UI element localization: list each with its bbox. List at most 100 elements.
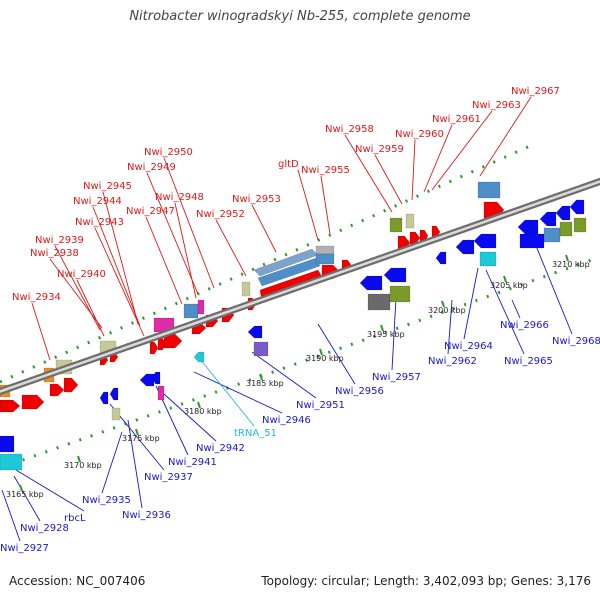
tick-tracks bbox=[0, 144, 600, 470]
leader-line-forward bbox=[423, 124, 453, 193]
scale-tick-mark bbox=[197, 401, 201, 409]
leader-line-forward bbox=[344, 134, 393, 213]
gene-label-reverse[interactable]: Nwi_2951 bbox=[296, 400, 345, 411]
gene-label-forward[interactable]: Nwi_2967 bbox=[511, 86, 560, 97]
gene-feature bbox=[543, 227, 561, 243]
gene-label-forward[interactable]: Nwi_2949 bbox=[127, 162, 176, 173]
gene-label-forward[interactable]: Nwi_2947 bbox=[126, 206, 175, 217]
gene-label-forward[interactable]: Nwi_2948 bbox=[155, 192, 204, 203]
gene-feature bbox=[389, 217, 403, 233]
gene-label-reverse[interactable]: Nwi_2965 bbox=[504, 356, 553, 367]
gene-label-forward[interactable]: Nwi_2934 bbox=[12, 292, 61, 303]
gene-label-reverse[interactable]: Nwi_2941 bbox=[168, 457, 217, 468]
gene-label-forward[interactable]: Nwi_2955 bbox=[301, 165, 350, 176]
scale-tick-mark bbox=[259, 373, 263, 381]
gene-label-forward[interactable]: Nwi_2938 bbox=[30, 248, 79, 259]
genome-backbone bbox=[0, 177, 600, 396]
gene-arrow bbox=[455, 239, 475, 255]
gene-label-reverse[interactable]: Nwi_2937 bbox=[144, 472, 193, 483]
gene-feature bbox=[519, 233, 545, 249]
gene-label-reverse[interactable]: Nwi_2964 bbox=[444, 341, 493, 352]
gene-label-forward[interactable]: Nwi_2944 bbox=[73, 196, 122, 207]
gene-feature bbox=[183, 303, 199, 319]
gene-label-reverse[interactable]: Nwi_2957 bbox=[372, 372, 421, 383]
leader-line-reverse bbox=[163, 393, 217, 442]
gene-label-reverse[interactable]: Nwi_2968 bbox=[552, 336, 600, 347]
map-title: Nitrobacter winogradskyi Nb-255, complet… bbox=[129, 9, 471, 24]
scale-tick-label: 3170 kbp bbox=[64, 461, 102, 470]
gene-label-forward[interactable]: Nwi_2939 bbox=[35, 235, 84, 246]
gene-arrow bbox=[473, 233, 497, 249]
gene-feature bbox=[315, 253, 335, 265]
scale-tick-label: 3200 kbp bbox=[428, 306, 466, 315]
gene-feature bbox=[253, 341, 269, 357]
gene-label-forward[interactable]: Nwi_2958 bbox=[325, 124, 374, 135]
scale-tick-label: 3195 kbp bbox=[367, 330, 405, 339]
gene-label-reverse[interactable]: Nwi_2928 bbox=[20, 523, 69, 534]
gene-label-forward[interactable]: Nwi_2945 bbox=[83, 181, 132, 192]
leader-line-forward bbox=[102, 191, 139, 325]
gene-label-reverse[interactable]: Nwi_2946 bbox=[262, 415, 311, 426]
gene-arrow bbox=[383, 267, 407, 283]
scale-tick-mark bbox=[503, 275, 507, 283]
gene-feature bbox=[0, 453, 23, 471]
scale-tick-label: 3205 kbp bbox=[490, 281, 528, 290]
leader-line-reverse bbox=[15, 469, 85, 512]
gene-label-forward[interactable]: Nwi_2953 bbox=[232, 194, 281, 205]
gene-feature bbox=[111, 407, 121, 421]
gene-feature bbox=[389, 285, 411, 303]
leader-line-forward bbox=[163, 157, 215, 289]
leader-line-forward bbox=[320, 175, 331, 235]
gene-feature bbox=[367, 293, 391, 311]
gene-label-reverse[interactable]: Nwi_2936 bbox=[122, 510, 171, 521]
gene-label-forward[interactable]: Nwi_2943 bbox=[75, 217, 124, 228]
gene-feature bbox=[479, 251, 497, 267]
gene-arrow bbox=[517, 219, 539, 235]
leader-line-trna bbox=[195, 353, 255, 427]
gene-feature-long bbox=[257, 257, 321, 287]
backbone-highlight bbox=[0, 180, 600, 393]
gene-label-trna[interactable]: tRNA_51 bbox=[234, 428, 277, 439]
leader-line-reverse bbox=[1, 489, 21, 542]
leader-line-reverse bbox=[127, 419, 143, 509]
gene-label-forward[interactable]: Nwi_2952 bbox=[196, 209, 245, 220]
gene-feature bbox=[315, 245, 335, 255]
gene-label-reverse[interactable]: Nwi_2942 bbox=[196, 443, 245, 454]
gene-label-forward[interactable]: Nwi_2960 bbox=[395, 129, 444, 140]
scale-tick-mark bbox=[441, 300, 445, 308]
leader-line-forward bbox=[54, 245, 101, 331]
gene-labels: Nwi_2934 Nwi_2938 Nwi_2939 Nwi_2940 Nwi_2943… bbox=[0, 86, 600, 554]
gene-label-reverse[interactable]: Nwi_2956 bbox=[335, 386, 384, 397]
leader-line-reverse bbox=[251, 351, 317, 399]
leader-line-reverse bbox=[531, 235, 573, 335]
leader-line-reverse bbox=[463, 267, 479, 340]
gene-label-forward[interactable]: Nwi_2950 bbox=[144, 147, 193, 158]
gene-arrow bbox=[49, 383, 65, 397]
gene-label-forward[interactable]: Nwi_2963 bbox=[472, 100, 521, 111]
leader-line-forward bbox=[374, 154, 403, 205]
leader-line-reverse bbox=[317, 323, 356, 385]
scale-tick-mark bbox=[380, 324, 384, 332]
leader-line-reverse bbox=[447, 299, 453, 355]
gene-label-reverse[interactable]: Nwi_2962 bbox=[428, 356, 477, 367]
leader-line-forward bbox=[479, 96, 532, 177]
gene-label-reverse[interactable]: Nwi_2927 bbox=[0, 543, 49, 554]
gene-label-reverse[interactable]: Nwi_2935 bbox=[82, 495, 131, 506]
leader-line-forward bbox=[49, 258, 103, 329]
gene-label-forward[interactable]: gltD bbox=[278, 159, 299, 170]
gene-arrow bbox=[63, 377, 79, 393]
gene-label-forward[interactable]: Nwi_2940 bbox=[57, 269, 106, 280]
gene-feature bbox=[477, 181, 501, 199]
gene-label-reverse[interactable]: Nwi_2966 bbox=[500, 320, 549, 331]
gene-label-reverse[interactable]: rbcL bbox=[64, 513, 86, 524]
leader-line-forward bbox=[215, 219, 247, 277]
leader-line-reverse bbox=[101, 431, 123, 494]
leader-line-forward bbox=[297, 169, 319, 241]
gene-label-forward[interactable]: Nwi_2959 bbox=[355, 144, 404, 155]
leader-line-reverse bbox=[193, 371, 283, 414]
gene-feature bbox=[405, 213, 415, 229]
scale-tick-mark bbox=[19, 484, 23, 492]
gene-label-forward[interactable]: Nwi_2961 bbox=[432, 114, 481, 125]
gene-feature bbox=[559, 221, 573, 237]
